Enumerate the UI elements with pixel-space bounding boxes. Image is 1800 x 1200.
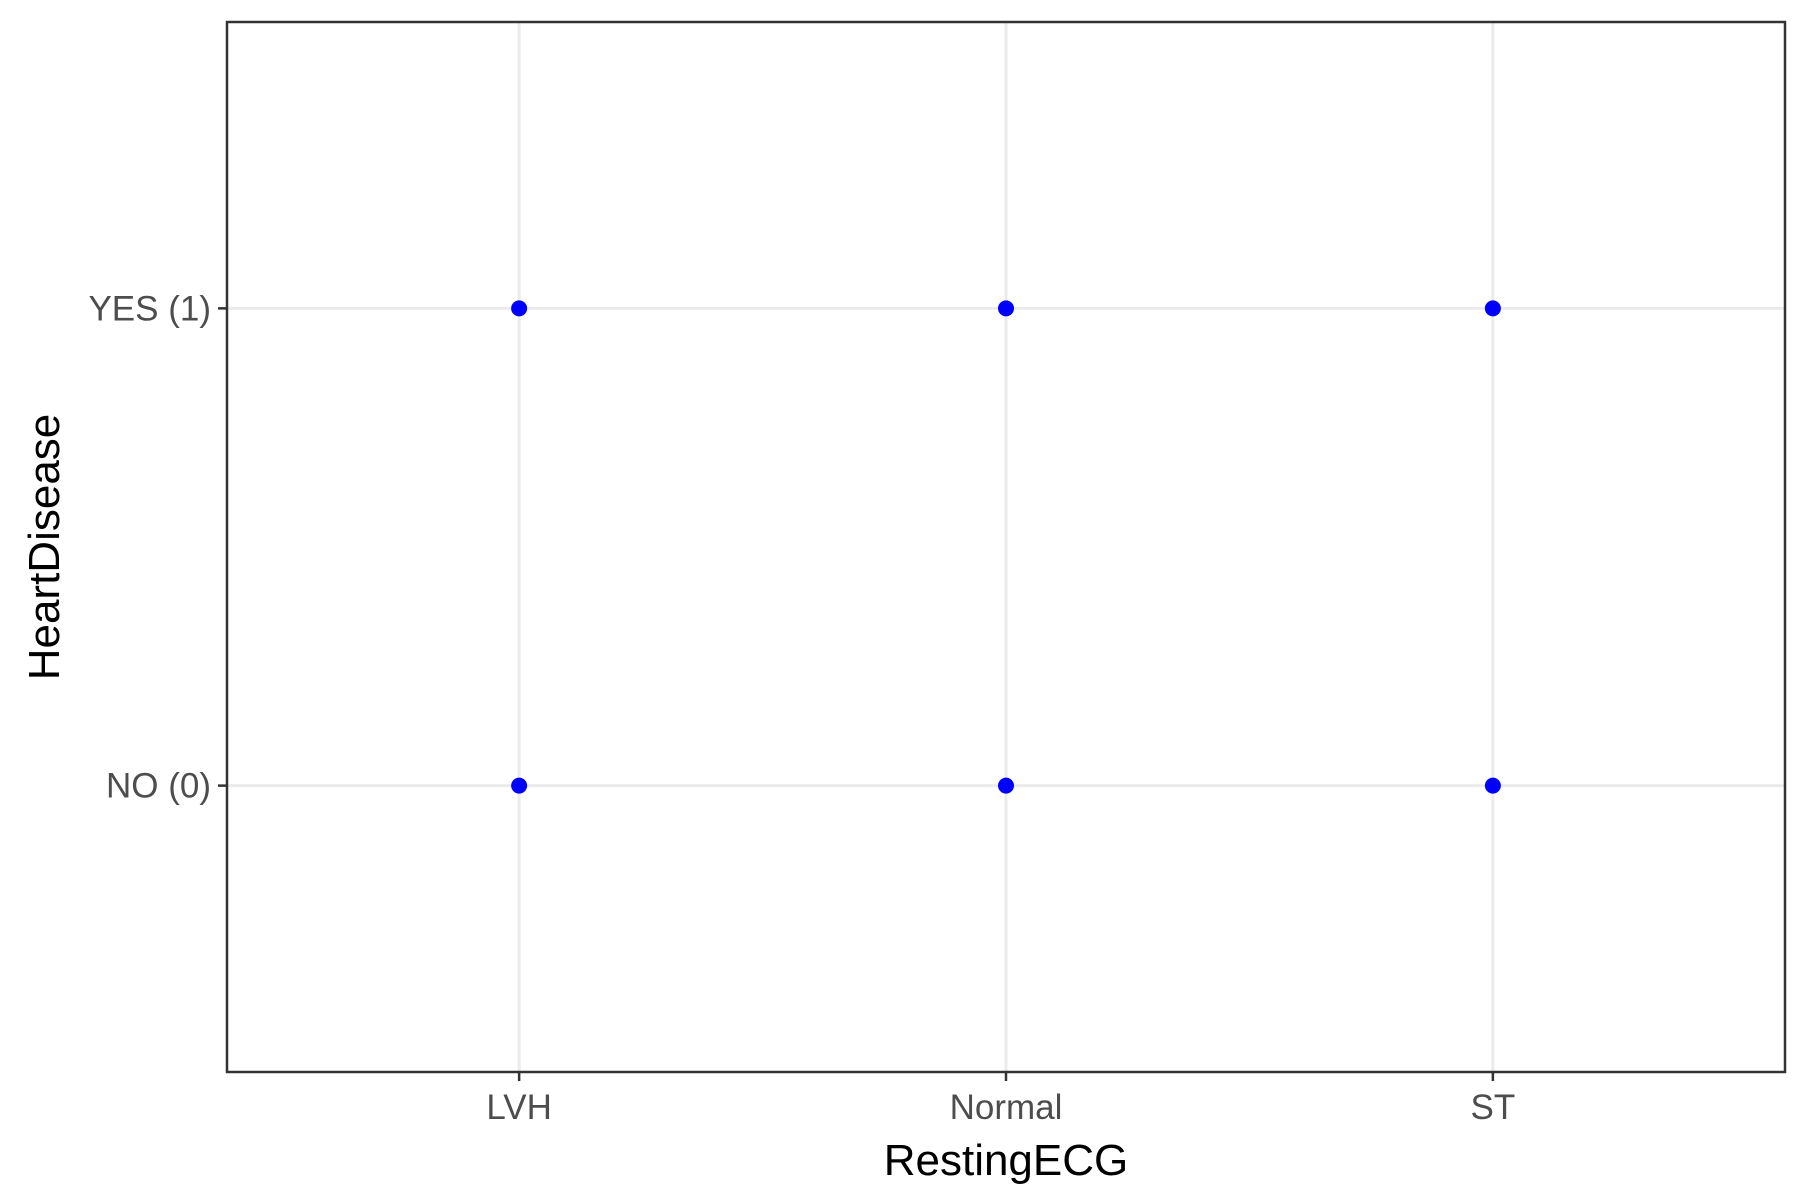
x-axis-title: RestingECG [884, 1136, 1129, 1185]
data-point [1484, 777, 1501, 794]
x-tick-label: ST [1471, 1088, 1516, 1127]
ticks-layer [218, 307, 1495, 1081]
data-point [998, 777, 1014, 794]
labels-layer: LVH Normal ST NO (0) YES (1) [88, 289, 1515, 1127]
y-tick-label: NO (0) [106, 767, 211, 806]
x-tick-label: LVH [486, 1088, 552, 1127]
data-point [511, 300, 528, 317]
points-layer [511, 300, 1501, 794]
y-tick-label: YES (1) [88, 289, 211, 328]
y-axis-title: HeartDisease [20, 414, 69, 681]
x-tick-label: Normal [950, 1088, 1063, 1127]
data-point [998, 300, 1014, 317]
data-point [511, 777, 528, 794]
data-point [1484, 300, 1501, 317]
